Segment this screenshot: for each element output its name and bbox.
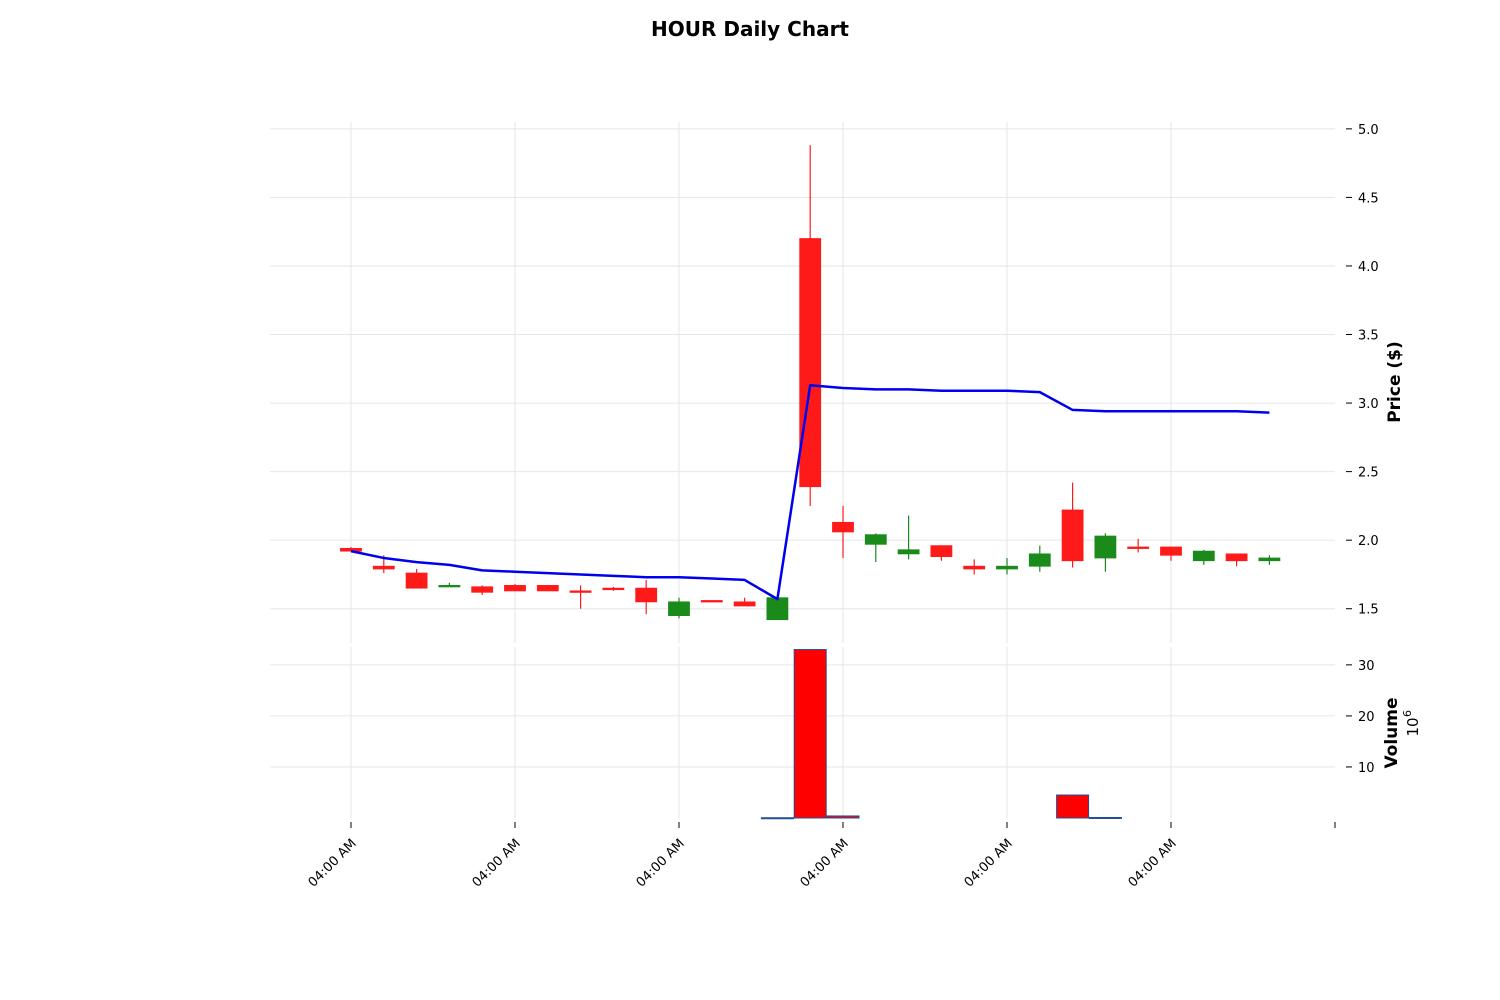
x-tick-label: 04:00 AM [798,836,852,890]
candle [668,597,690,619]
price-tick-label: 4.5 [1358,191,1379,206]
moving-average [350,383,1270,601]
candle-body-up [1258,557,1281,562]
volume-bar [1056,794,1090,819]
candle-body-down [1127,546,1150,549]
volume-bar [760,817,794,820]
candle-body-up [1094,535,1117,559]
volume-exponent-power: 6 [1401,710,1414,717]
candle-body-down [602,587,625,591]
candle-body-up [668,601,690,616]
price-tick-label: 2.5 [1358,466,1379,481]
candle [963,559,986,575]
price-tick-label: 5.0 [1358,123,1379,138]
candle [405,568,428,589]
candle-body-up [1028,553,1051,567]
volume-bar [826,815,860,819]
candle-body-up [1192,550,1215,562]
candle-body-down [700,600,723,603]
candle-body-up [864,534,887,545]
candle [1127,538,1150,553]
candle [832,505,854,558]
volume-tick-label: 20 [1358,710,1375,725]
price-tick-label: 1.5 [1358,603,1379,618]
candle-body-down [340,547,362,552]
candle [536,585,559,592]
candle [602,586,625,591]
candle [1258,555,1281,565]
candle-body-down [536,585,559,592]
candle [635,579,658,615]
volume-bar [1088,816,1122,819]
candle [471,585,494,596]
candle [1225,553,1248,567]
x-tick-label: 04:00 AM [962,836,1016,890]
candle [569,585,592,609]
x-tick-label: 04:00 AM [1126,836,1180,890]
volume-axis: 10 20 30 [1346,659,1375,776]
x-tick-label: 04:00 AM [470,836,524,890]
candle [504,584,526,592]
candle [864,533,887,563]
candle [897,515,920,560]
x-tick-label: 04:00 AM [306,836,360,890]
candle-body-down [733,601,756,607]
price-axis: 1.5 2.0 2.5 3.0 3.5 4.0 4.5 5.0 [1346,123,1379,618]
candle [930,545,953,561]
candle [1094,533,1117,572]
volume-axis-label: Volume [1382,697,1402,768]
candle-body-down [372,565,395,570]
volume-bar [793,649,827,819]
candle [700,600,723,603]
candle-body-down [963,565,986,570]
price-tick-label: 4.0 [1358,260,1379,275]
candle-body-down [635,587,658,603]
candle [1028,545,1051,572]
candle-body-down [799,238,822,488]
price-tick-label: 3.5 [1358,329,1379,344]
volume-exponent-base: 10 [1404,717,1422,736]
candle [799,145,822,506]
candle-body-down [405,572,428,589]
volume-bars [760,649,1122,820]
volume-tick-label: 30 [1358,659,1375,674]
x-tick-label: 04:00 AM [634,836,688,890]
candle-body-down [1225,553,1248,562]
candle-body-down [1061,509,1084,562]
candle [1061,482,1084,568]
candle [766,597,789,621]
candle-body-down [471,586,494,593]
volume-tick-label: 10 [1358,761,1375,776]
candle [1160,546,1182,561]
candle-body-down [930,545,953,558]
moving-average-line [350,383,1270,601]
x-axis: 04:00 AM 04:00 AM 04:00 AM 04:00 AM 04:00 AM… [306,822,1336,890]
price-tick-label: 2.0 [1358,534,1379,549]
candle-body-down [832,521,854,533]
price-grid [270,122,1335,643]
candles [340,145,1281,621]
price-axis-label: Price ($) [1385,341,1405,423]
chart-title: HOUR Daily Chart [651,17,849,41]
candle-body-down [1160,546,1182,556]
candle [733,597,756,607]
candle-body-up [766,597,789,621]
candle-body-up [438,585,461,588]
candle-body-down [504,585,526,592]
candle-body-down [569,590,592,593]
candle [438,582,461,588]
volume-exponent: 10 6 [1401,710,1422,737]
candle [996,557,1018,575]
price-tick-label: 3.0 [1358,397,1379,412]
candle [340,547,362,552]
candle-body-up [897,549,920,555]
candle [1192,549,1215,565]
candle-body-up [996,565,1018,570]
